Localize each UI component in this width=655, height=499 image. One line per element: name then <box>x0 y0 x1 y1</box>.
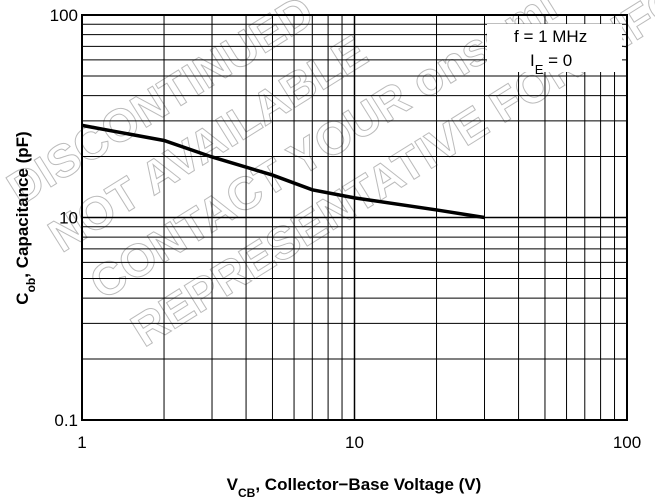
annotation: IE = 0 <box>530 51 572 77</box>
x-tick-label: 1 <box>77 433 86 452</box>
annotation-base: I <box>530 51 535 70</box>
y-axis-label-base: C <box>13 292 32 304</box>
y-tick-label: 10 <box>59 209 78 228</box>
x-axis-label-rest: , Collector−Base Voltage (V) <box>255 475 481 494</box>
annotation-base: f = 1 MHz <box>514 27 587 46</box>
y-axis-label-rest: , Capacitance (pF) <box>13 131 32 277</box>
annotation: f = 1 MHz <box>514 27 587 46</box>
annotation-rest: = 0 <box>543 51 572 70</box>
y-tick-label: 100 <box>50 6 78 25</box>
y-axis-label-sub: ob <box>24 278 38 293</box>
x-tick-label: 10 <box>345 433 364 452</box>
x-tick-label: 100 <box>613 433 641 452</box>
x-axis-label-base: V <box>227 475 239 494</box>
plot-frame <box>81 14 628 421</box>
x-axis-label-sub: CB <box>238 486 256 499</box>
annotation-box <box>487 24 622 72</box>
y-tick-label: 0.1 <box>54 411 78 430</box>
x-axis-label: VCB, Collector−Base Voltage (V) <box>227 475 482 499</box>
y-axis-label: Cob, Capacitance (pF) <box>13 131 38 304</box>
line <box>81 123 485 220</box>
annotation-sub: E <box>535 62 544 77</box>
